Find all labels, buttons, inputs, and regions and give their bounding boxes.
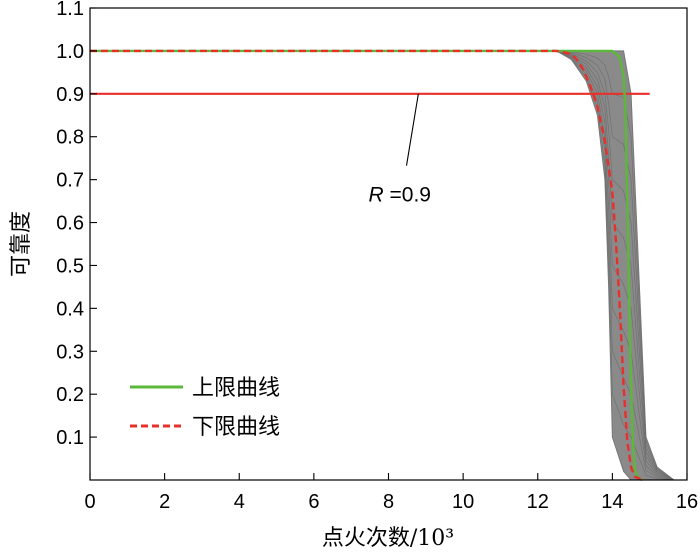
x-tick-label: 10 bbox=[452, 491, 474, 513]
y-tick-label: 0.4 bbox=[56, 298, 84, 320]
band-sample-curve bbox=[556, 50, 675, 481]
x-axis-title: 点火次数/10³ bbox=[322, 526, 454, 551]
y-tick-label: 0.5 bbox=[56, 255, 84, 277]
monte-carlo-band bbox=[554, 50, 676, 481]
legend-label-upper: 上限曲线 bbox=[192, 376, 280, 401]
annotation: R =0.9 bbox=[369, 93, 431, 207]
y-axis-title: 可靠度 bbox=[9, 211, 34, 277]
y-tick-label: 0.1 bbox=[56, 427, 84, 449]
y-tick-label: 0.3 bbox=[56, 341, 84, 363]
y-axis-ticks: 0.1 0.2 0.3 0.4 0.5 0.6 0.7 0.8 0.9 1.0 1.1 bbox=[56, 0, 97, 449]
band-sample-curve bbox=[556, 50, 675, 481]
y-tick-label: 0.9 bbox=[56, 84, 84, 106]
band-sample-curve bbox=[556, 50, 675, 481]
y-tick-label: 0.6 bbox=[56, 213, 84, 235]
x-tick-label: 8 bbox=[383, 491, 394, 513]
annotation-label-prefix: R bbox=[369, 184, 384, 207]
x-tick-label: 12 bbox=[527, 491, 549, 513]
x-tick-label: 14 bbox=[601, 491, 623, 513]
y-tick-label: 1.0 bbox=[56, 41, 84, 63]
x-tick-label: 0 bbox=[84, 491, 95, 513]
x-tick-label: 6 bbox=[308, 491, 319, 513]
x-tick-label: 16 bbox=[676, 491, 698, 513]
lower-bound-curve bbox=[90, 49, 643, 482]
series-lines bbox=[90, 49, 643, 482]
y-tick-label: 0.7 bbox=[56, 170, 84, 192]
legend: 上限曲线 下限曲线 bbox=[130, 376, 280, 440]
envelope-band bbox=[554, 50, 676, 481]
x-tick-label: 4 bbox=[234, 491, 245, 513]
annotation-leader-line bbox=[405, 93, 419, 166]
x-axis-ticks: 0 2 4 6 8 10 12 14 16 bbox=[84, 473, 698, 513]
y-tick-label: 0.2 bbox=[56, 384, 84, 406]
upper-bound-curve bbox=[90, 49, 643, 482]
y-tick-label: 1.1 bbox=[56, 0, 84, 20]
annotation-label: R =0.9 bbox=[369, 184, 431, 207]
legend-label-lower: 下限曲线 bbox=[192, 415, 280, 440]
band-sample-curve bbox=[556, 50, 675, 481]
band-sample-curve bbox=[556, 50, 675, 481]
y-tick-label: 0.8 bbox=[56, 127, 84, 149]
annotation-label-suffix: =0.9 bbox=[384, 184, 431, 207]
x-tick-label: 2 bbox=[159, 491, 170, 513]
